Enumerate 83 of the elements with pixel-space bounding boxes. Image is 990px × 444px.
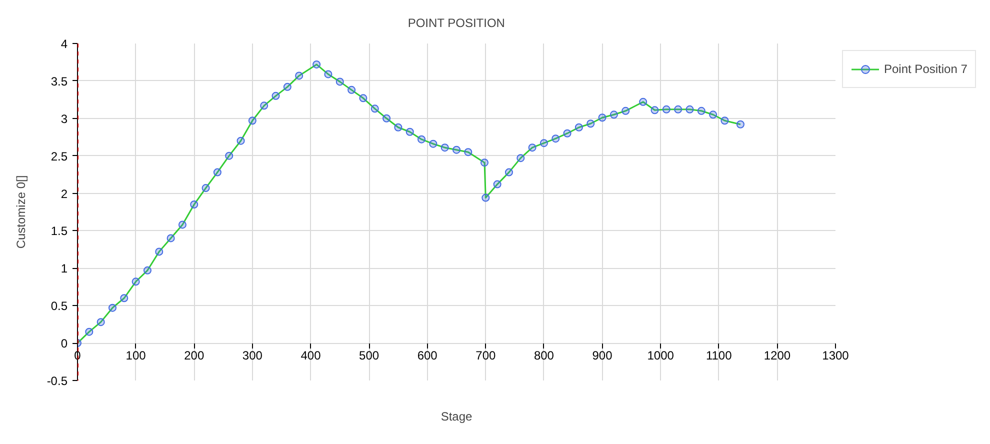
point <box>312 60 321 68</box>
x-tick-label: 1300 <box>822 348 850 362</box>
point <box>480 158 488 167</box>
point <box>359 94 368 102</box>
y-tick-label: 4 <box>60 37 68 51</box>
y-tick-label: 0 <box>60 336 68 351</box>
y-tick-label: 3 <box>60 112 68 126</box>
point <box>272 92 280 100</box>
point <box>540 139 548 148</box>
point <box>248 116 256 125</box>
point <box>736 120 744 128</box>
point <box>493 180 502 188</box>
point <box>178 220 186 229</box>
point <box>394 123 402 132</box>
x-tick-label: 800 <box>534 348 554 362</box>
point <box>166 234 175 242</box>
point <box>295 72 304 80</box>
point <box>709 110 718 119</box>
point <box>213 168 222 176</box>
point <box>662 105 670 114</box>
point <box>586 120 595 128</box>
y-tick-label: 1 <box>60 262 68 276</box>
chart-title: POINT POSITION <box>408 16 505 30</box>
point <box>720 116 729 125</box>
point <box>686 105 694 114</box>
y-tick-label: 1.5 <box>50 224 68 238</box>
point <box>202 184 210 192</box>
point <box>429 140 438 148</box>
x-tick-label: 200 <box>184 348 204 362</box>
point <box>283 82 292 91</box>
point <box>552 134 560 143</box>
point <box>236 136 245 145</box>
point <box>382 114 391 122</box>
y-tick-label: 0.5 <box>50 299 68 314</box>
point <box>85 328 94 336</box>
x-tick-label: 600 <box>417 348 438 362</box>
point <box>622 106 630 115</box>
point <box>440 144 449 152</box>
point <box>336 78 344 86</box>
point <box>132 278 140 286</box>
point <box>697 106 706 115</box>
y-tick-label: -0.5 <box>46 374 68 388</box>
y-tick-label: 2.5 <box>50 149 68 164</box>
point <box>324 70 332 78</box>
point <box>96 318 105 326</box>
x-tick-label: 300 <box>242 348 263 362</box>
point <box>370 104 379 113</box>
point <box>650 106 659 114</box>
point <box>452 146 460 154</box>
x-tick-label: 400 <box>300 348 322 362</box>
point <box>504 168 513 176</box>
point <box>639 98 648 106</box>
x-tick-label: 500 <box>359 348 380 362</box>
point <box>260 102 268 110</box>
x-tick-label: 700 <box>476 348 496 362</box>
point <box>574 123 583 132</box>
x-tick-label: 1000 <box>647 348 674 362</box>
point <box>674 105 682 114</box>
point <box>108 304 116 312</box>
point <box>225 152 234 160</box>
point <box>598 114 606 122</box>
y-tick-label: 2 <box>60 186 68 201</box>
point <box>464 148 472 156</box>
y-tick-label: 3.5 <box>50 74 68 88</box>
point <box>516 154 525 162</box>
x-tick-label: 1200 <box>764 348 791 362</box>
point <box>406 128 414 136</box>
point <box>610 110 618 119</box>
x-tick-label: 1100 <box>706 348 732 362</box>
x-tick-label: 100 <box>126 348 146 362</box>
point <box>348 86 356 94</box>
point <box>190 200 198 209</box>
x-tick-label: 900 <box>592 348 613 362</box>
x-axis-title: Stage <box>440 410 473 424</box>
point <box>563 129 572 138</box>
y-axis-title: Customize 0[] <box>14 175 28 249</box>
legend-label: Point Position 7 <box>884 62 968 76</box>
point <box>482 194 490 202</box>
point <box>120 294 128 302</box>
point <box>528 144 536 152</box>
point <box>143 266 152 274</box>
point <box>155 248 164 256</box>
point <box>418 135 426 144</box>
